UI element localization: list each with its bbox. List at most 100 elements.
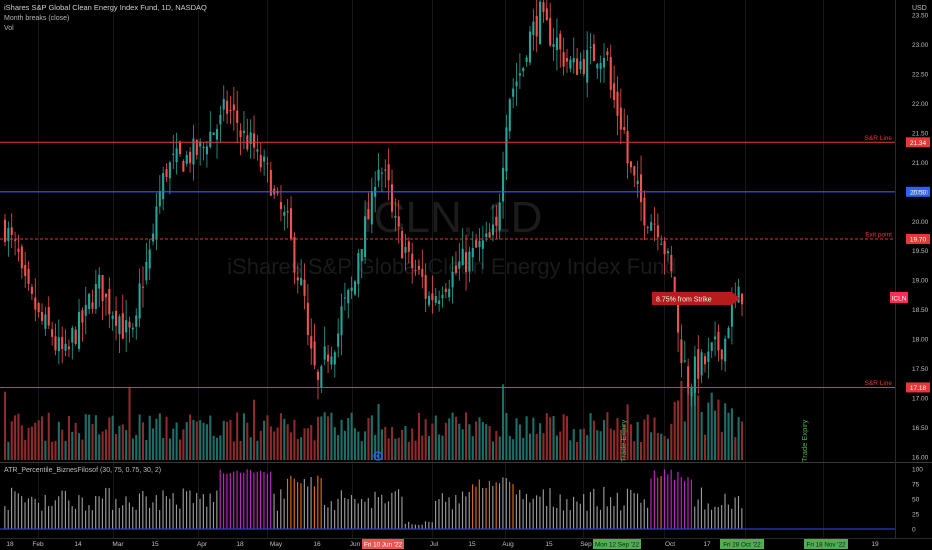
time-axis-ticks[interactable]: 18Feb14Mar15Apr18May16Jun18Jul15Aug15Sep…	[6, 541, 879, 548]
candle-body	[350, 287, 353, 292]
time-tick: Feb	[32, 541, 44, 548]
osc-bar	[196, 492, 198, 529]
time-tick: Apr	[197, 541, 208, 548]
candle-body	[300, 278, 303, 286]
volume-bar	[323, 412, 326, 460]
volume-bar	[502, 384, 505, 460]
time-tick: Jul	[430, 541, 439, 548]
osc-bar	[270, 471, 272, 529]
candle-body	[172, 153, 175, 155]
candle-body	[178, 141, 182, 155]
price-tick: 17.00	[912, 396, 929, 403]
volume-bar	[192, 419, 195, 460]
volume-bar	[576, 441, 579, 460]
volume-bar	[111, 415, 114, 460]
candle-body	[71, 327, 74, 343]
volume-bar	[3, 391, 7, 460]
candle-body	[232, 104, 235, 111]
candle-body	[740, 293, 744, 305]
price-axis-ticks[interactable]: 23.50 23.00 22.50 22.00 21.50 21.00 20.50 20.00…	[912, 13, 929, 462]
volume-bar	[377, 404, 380, 460]
volume-bar	[448, 418, 451, 460]
volume-bar	[724, 403, 727, 460]
osc-bar	[354, 499, 356, 529]
candle-body	[111, 315, 114, 320]
indicator-label: ATR_Percentile_BiznesFilosof (30, 75, 0.…	[4, 467, 161, 474]
volume-bar	[616, 418, 619, 460]
osc-bar	[576, 501, 578, 529]
candle-body	[152, 233, 155, 242]
osc-bar	[687, 477, 689, 529]
volume-bar	[168, 438, 171, 460]
candle-body	[582, 58, 585, 75]
osc-bar	[347, 499, 349, 529]
candle-body	[427, 295, 431, 305]
candle-body	[421, 268, 424, 277]
volume-bar	[360, 441, 363, 460]
volume-bar	[138, 414, 141, 460]
osc-bar	[694, 506, 696, 529]
candle-body	[215, 129, 219, 140]
price-tick: 22.50	[912, 71, 929, 78]
candle-body	[286, 211, 289, 213]
osc-bar	[428, 521, 430, 529]
candle-body	[663, 240, 666, 255]
osc-bar	[4, 506, 6, 529]
osc-bar	[509, 481, 511, 529]
price-tick: 20.00	[912, 219, 929, 226]
candle-body	[626, 131, 629, 164]
volume-bar	[707, 402, 710, 460]
candle-body	[57, 337, 60, 352]
candle-body	[401, 231, 404, 259]
osc-bar	[414, 524, 416, 529]
level-badge-text-2: 19.70	[910, 236, 927, 243]
osc-bar	[451, 509, 454, 529]
candle-body	[40, 312, 44, 321]
volume-bar	[165, 416, 168, 460]
volume-bar	[340, 419, 343, 460]
candle-body	[670, 254, 673, 272]
osc-bar	[525, 493, 528, 529]
candle-body	[491, 224, 495, 235]
candle-body	[727, 327, 730, 339]
volume-bar	[347, 417, 350, 460]
volume-bar	[212, 435, 215, 460]
chart-title: iShares S&P Global Clean Energy Index Fu…	[4, 3, 207, 12]
price-tick: 16.00	[912, 455, 929, 462]
osc-bar	[31, 496, 33, 529]
osc-bar	[226, 473, 228, 529]
candle-body	[737, 286, 740, 303]
osc-bar	[48, 506, 50, 529]
volume-bar	[30, 426, 33, 460]
candle-body	[633, 166, 636, 176]
candle-body	[518, 73, 521, 76]
trade-expiry-label-2: Trade Expiry	[800, 420, 809, 462]
event-marker-icon[interactable]	[373, 451, 383, 461]
osc-bar	[108, 488, 110, 529]
osc-bar	[717, 507, 719, 529]
osc-bar	[519, 489, 521, 529]
osc-bar	[542, 489, 544, 529]
osc-bar	[381, 494, 383, 529]
volume-bar	[350, 412, 353, 460]
osc-axis-ticks[interactable]: 100 75 50 25 0	[912, 467, 923, 534]
osc-bar	[559, 494, 561, 529]
osc-bar	[650, 478, 652, 529]
volume-bar	[209, 415, 212, 460]
date-badges[interactable]: Fri 10 Jun '22 Mon 12 Sep '22 Fri 28 Oct '…	[362, 539, 848, 549]
candle-body	[390, 184, 394, 212]
level-badge-text-0: 21.34	[910, 140, 927, 147]
strike-callout[interactable]: 8.75% from Strike	[652, 292, 740, 305]
candle-body	[320, 366, 323, 388]
volume-bar	[189, 414, 192, 460]
volume-bar	[185, 422, 188, 460]
candle-body	[10, 227, 13, 235]
volume-bar	[710, 392, 713, 460]
volume-bar	[673, 401, 676, 460]
volume-bar	[397, 437, 400, 460]
osc-bar	[700, 487, 703, 529]
candle-body	[606, 51, 609, 56]
volume-bar	[316, 416, 320, 460]
volume-bar	[697, 395, 700, 460]
